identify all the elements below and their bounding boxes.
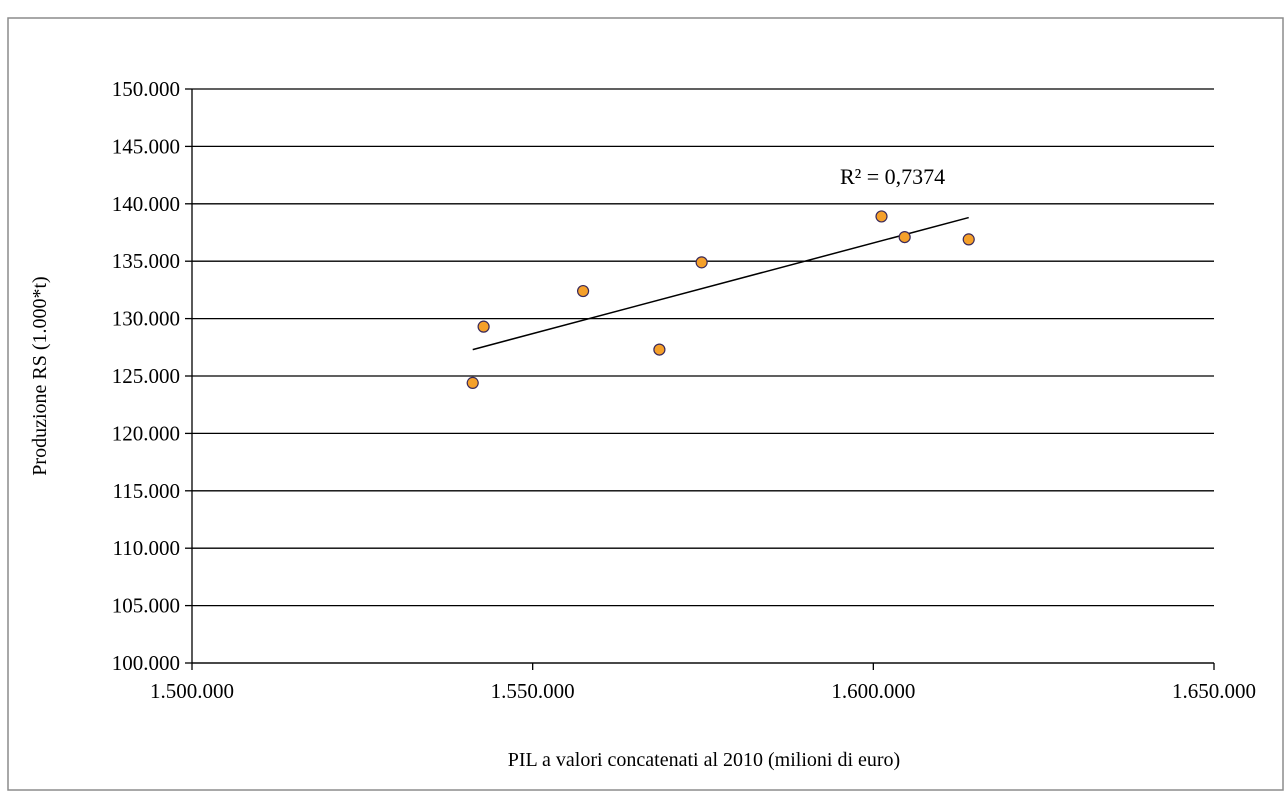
y-tick-label: 125.000: [112, 364, 180, 388]
y-tick-label: 115.000: [113, 479, 180, 503]
x-axis-title: PIL a valori concatenati al 2010 (milion…: [508, 749, 900, 771]
data-point: [477, 320, 490, 333]
y-tick-label: 110.000: [113, 536, 180, 560]
y-tick-label: 135.000: [112, 249, 180, 273]
y-tick-labels: 100.000 105.000 110.000 115.000 120.000 125.0…: [112, 77, 180, 675]
data-point: [466, 376, 479, 389]
y-tick-label: 145.000: [112, 134, 180, 158]
data-point: [695, 256, 708, 269]
data-point: [653, 343, 666, 356]
trendline-layer: [472, 216, 969, 351]
data-point: [576, 284, 590, 298]
y-tick-label: 100.000: [112, 651, 180, 675]
y-tick-label: 130.000: [112, 307, 180, 331]
axis-layer: [185, 88, 1215, 670]
trendline: [472, 216, 969, 351]
x-tick-label: 1.650.000: [1172, 679, 1256, 703]
data-point: [962, 233, 975, 246]
x-tick-label: 1.550.000: [491, 679, 575, 703]
x-tick-label: 1.600.000: [831, 679, 915, 703]
y-axis-title: Produzione RS (1.000*t): [29, 276, 51, 475]
y-tick-label: 105.000: [112, 594, 180, 618]
x-tick-label: 1.500.000: [150, 679, 234, 703]
data-point: [875, 210, 888, 223]
grid-layer: [192, 88, 1214, 664]
data-points: [466, 210, 975, 389]
y-tick-label: 120.000: [112, 421, 180, 445]
r-squared-label: R² = 0,7374: [840, 164, 945, 189]
y-tick-label: 150.000: [112, 77, 180, 101]
chart-border: [7, 17, 1284, 791]
data-point: [898, 230, 911, 244]
y-tick-label: 140.000: [112, 192, 180, 216]
x-tick-labels: 1.500.000 1.550.000 1.600.000 1.650.000: [150, 679, 1256, 703]
